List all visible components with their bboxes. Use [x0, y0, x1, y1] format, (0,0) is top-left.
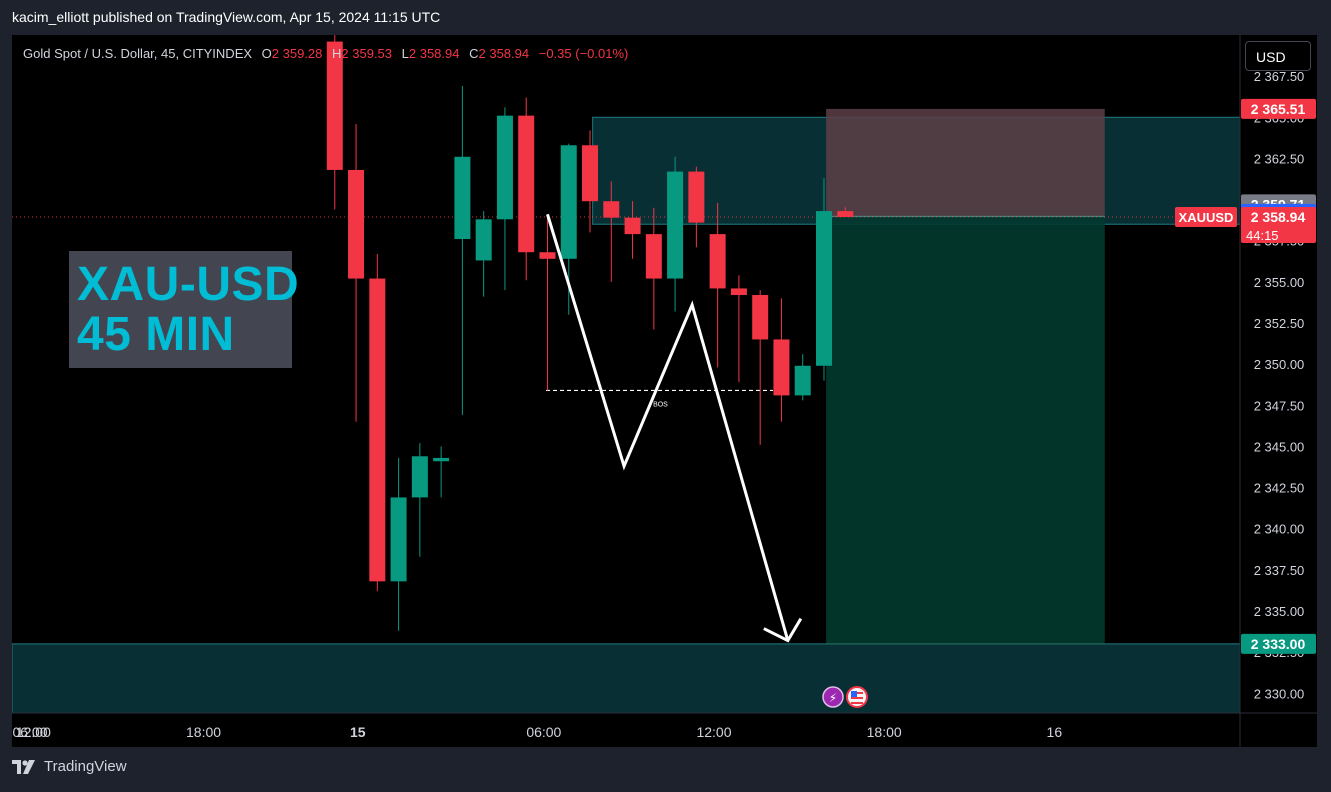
price-tick-label: 2 342.50 — [1254, 481, 1305, 496]
candle-body — [688, 171, 705, 223]
high-key: H — [332, 46, 342, 61]
event-lightning-icon[interactable] — [822, 686, 844, 708]
low-value: 2 358.94 — [408, 46, 460, 61]
symbol-tag-text: XAUUSD — [1179, 210, 1234, 225]
price-axis[interactable] — [1240, 35, 1317, 747]
price-label-text: 2 365.51 — [1251, 101, 1306, 117]
price-tick-label: 2 330.00 — [1254, 686, 1305, 701]
candle-body — [837, 211, 854, 218]
candle-body — [369, 278, 386, 582]
open-key: O — [261, 46, 272, 61]
open-value: 2 359.28 — [271, 46, 323, 61]
price-tick-label: 2 350.00 — [1254, 357, 1305, 372]
price-tick-label: 2 337.50 — [1254, 563, 1305, 578]
time-tick-label: 18:00 — [186, 724, 221, 740]
low-key: L — [401, 46, 409, 61]
candle-body — [390, 497, 407, 582]
price-tick-label: 2 362.50 — [1254, 151, 1305, 166]
price-tick-label: 2 347.50 — [1254, 398, 1305, 413]
price-chart[interactable]: BOS⚡2 367.502 365.002 362.502 360.002 35… — [12, 35, 1317, 747]
price-tick-label: 2 335.00 — [1254, 604, 1305, 619]
candle-body — [730, 288, 747, 296]
candle-body — [603, 201, 620, 218]
title-symbol: XAU-USD — [77, 258, 300, 311]
candles-group — [326, 35, 854, 631]
flag-stripe — [851, 702, 863, 704]
price-tick-label: 2 355.00 — [1254, 275, 1305, 290]
candle-body — [411, 456, 428, 498]
tradingview-brand[interactable]: TradingView — [12, 758, 127, 775]
time-tick-label: 18:00 — [867, 724, 902, 740]
candle-body — [326, 41, 343, 170]
time-tick-label: 06:00 — [526, 724, 561, 740]
price-tick-label: 2 352.50 — [1254, 316, 1305, 331]
price-tick-label: 2 367.50 — [1254, 69, 1305, 84]
candle-body — [433, 457, 450, 462]
published-line: kacim_elliott published on TradingView.c… — [12, 9, 441, 25]
time-tick-label: 16 — [1047, 724, 1063, 740]
currency-button[interactable]: USD — [1245, 41, 1311, 71]
candle-body — [475, 219, 492, 261]
price-label-target — [1241, 633, 1316, 654]
price-label-last — [1241, 207, 1316, 244]
price-label-text: 2 333.00 — [1251, 636, 1306, 652]
close-key: C — [469, 46, 479, 61]
candle-body — [454, 156, 471, 240]
tradingview-logo-icon — [12, 759, 35, 774]
chart-area[interactable]: BOS⚡2 367.502 365.002 362.502 360.002 35… — [12, 35, 1317, 747]
support-zone — [12, 643, 1241, 714]
flag-canton — [851, 691, 857, 697]
chart-title-box: XAU-USD 45 MIN — [69, 251, 299, 368]
symbol-legend: Gold Spot / U.S. Dollar, 45, CITYINDEX O… — [23, 46, 628, 61]
symbol-tag — [1175, 207, 1237, 228]
candle-body — [752, 295, 769, 340]
time-tick-label: 12:00 — [16, 724, 51, 740]
time-tick-label: 06:00 — [12, 724, 47, 740]
candle-body — [773, 339, 790, 396]
candle-body — [794, 365, 811, 396]
price-label-stop — [1241, 98, 1316, 119]
candle-body — [815, 211, 832, 366]
close-value: 2 358.94 — [478, 46, 530, 61]
forecast-arrow-path — [546, 213, 790, 642]
take-profit-zone — [826, 216, 1105, 644]
candle-body — [709, 234, 726, 289]
brand-name: TradingView — [44, 758, 127, 775]
candle-body — [582, 145, 599, 202]
bos-label: BOS — [653, 401, 668, 408]
bar-countdown: 44:15 — [1246, 228, 1279, 243]
candle-body — [560, 145, 577, 259]
high-value: 2 359.53 — [341, 46, 393, 61]
candle-body — [348, 169, 365, 279]
flag-stripe — [851, 697, 863, 699]
candle-body — [624, 217, 641, 235]
stop-loss-zone — [826, 108, 1105, 217]
candle-body — [518, 115, 535, 253]
price-tick-label: 2 340.00 — [1254, 522, 1305, 537]
price-tick-label: 2 345.00 — [1254, 439, 1305, 454]
time-tick-label: 15 — [350, 724, 366, 740]
candle-body — [496, 115, 513, 220]
title-timeframe: 45 MIN — [77, 308, 235, 361]
forecast-arrowhead — [763, 617, 803, 643]
price-label-text: 2 358.94 — [1251, 209, 1306, 225]
candle-body — [667, 171, 684, 279]
time-tick-label: 12:00 — [696, 724, 731, 740]
lightning-glyph: ⚡ — [829, 691, 837, 705]
candle-body — [539, 252, 556, 259]
symbol-description: Gold Spot / U.S. Dollar, 45, CITYINDEX — [23, 46, 253, 61]
change-value: −0.35 (−0.01%) — [538, 46, 629, 61]
candle-body — [645, 234, 662, 279]
